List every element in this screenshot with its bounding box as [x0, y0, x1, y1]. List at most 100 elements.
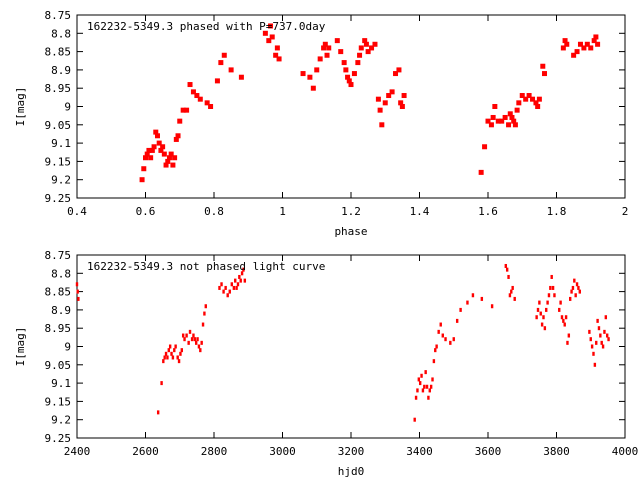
data-point	[590, 344, 594, 349]
data-point	[355, 60, 361, 66]
data-point	[232, 285, 236, 290]
data-point	[564, 315, 568, 320]
data-point	[163, 162, 169, 168]
data-point	[560, 315, 564, 320]
data-point	[317, 56, 323, 62]
data-point	[228, 289, 231, 294]
x-tick-label: 1.4	[410, 205, 430, 218]
data-point	[176, 355, 179, 360]
data-point	[417, 377, 421, 382]
data-point	[160, 381, 163, 386]
data-point	[427, 395, 430, 400]
x-tick-label: 0.6	[136, 205, 156, 218]
y-tick-label: 9.2	[51, 174, 71, 187]
data-point	[235, 285, 238, 290]
data-point	[425, 384, 429, 389]
data-point	[185, 333, 188, 338]
data-point	[545, 307, 548, 312]
data-point	[218, 285, 221, 290]
data-point	[310, 85, 316, 91]
data-point	[173, 136, 179, 142]
x-tick-label: 1.2	[341, 205, 361, 218]
data-point	[75, 282, 79, 287]
data-point	[149, 147, 155, 153]
data-point	[218, 60, 224, 66]
data-point	[161, 151, 167, 157]
data-point	[526, 93, 532, 99]
data-point	[193, 337, 197, 342]
data-point	[379, 122, 385, 128]
data-point	[77, 296, 80, 301]
data-point	[516, 100, 522, 106]
data-point	[540, 63, 546, 69]
data-point	[156, 410, 160, 415]
data-point	[242, 267, 245, 272]
data-point	[533, 100, 539, 106]
data-point	[146, 147, 152, 153]
data-point	[416, 388, 419, 393]
data-point	[482, 144, 488, 150]
data-point	[480, 296, 484, 301]
data-point	[499, 118, 505, 124]
data-point	[514, 107, 520, 113]
data-points	[139, 23, 601, 183]
data-point	[589, 337, 592, 342]
data-point	[578, 289, 581, 294]
y-tick-label: 8.8	[51, 267, 71, 280]
data-point	[601, 344, 605, 349]
data-point	[566, 340, 569, 345]
data-point	[581, 45, 587, 51]
y-tick-label: 9.05	[45, 119, 72, 132]
data-point	[511, 118, 517, 124]
data-point	[437, 329, 440, 334]
data-point	[200, 340, 203, 345]
x-tick-label: 2600	[132, 445, 159, 458]
data-point	[177, 359, 181, 364]
data-point	[558, 307, 561, 312]
data-point	[357, 52, 363, 58]
data-point	[455, 318, 459, 323]
data-point	[148, 155, 154, 161]
data-point	[523, 96, 529, 102]
data-point	[393, 71, 399, 77]
data-point	[550, 274, 553, 279]
data-point	[574, 293, 577, 298]
data-point	[439, 322, 442, 327]
data-point	[508, 293, 512, 298]
y-tick-label: 8.95	[45, 82, 72, 95]
data-point	[398, 100, 404, 106]
data-point	[171, 355, 175, 360]
data-point	[158, 147, 164, 153]
data-point	[423, 384, 426, 389]
data-point	[322, 41, 328, 47]
data-point	[588, 45, 594, 51]
y-tick-label: 9.15	[45, 155, 72, 168]
data-point	[177, 118, 183, 124]
data-point	[432, 359, 436, 364]
data-point	[346, 78, 352, 84]
data-point	[266, 38, 272, 44]
x-tick-label: 1.8	[547, 205, 567, 218]
tick-group: 0.4 0.6 0.8 1 1.2 1.4 1.6 1.8 2 8.75 8.8 8.85 8.9 8.9…	[45, 9, 629, 218]
data-point	[187, 340, 190, 345]
data-point	[180, 348, 184, 353]
y-tick-label: 9.1	[51, 377, 71, 390]
data-point	[214, 78, 220, 84]
data-point	[230, 282, 234, 287]
y-tick-label: 9.2	[51, 414, 71, 427]
data-point	[181, 333, 185, 338]
data-point	[559, 300, 562, 305]
data-point	[449, 340, 452, 345]
data-point	[584, 41, 590, 47]
data-point	[154, 133, 160, 139]
chart-title: 162232-5349.3 not phased light curve	[87, 260, 325, 273]
data-point	[220, 282, 223, 287]
data-point	[539, 311, 542, 316]
data-point	[197, 96, 203, 102]
y-tick-label: 9.05	[45, 359, 72, 372]
data-point	[234, 278, 237, 283]
data-point	[495, 118, 501, 124]
data-point	[573, 278, 576, 283]
data-point	[222, 289, 225, 294]
